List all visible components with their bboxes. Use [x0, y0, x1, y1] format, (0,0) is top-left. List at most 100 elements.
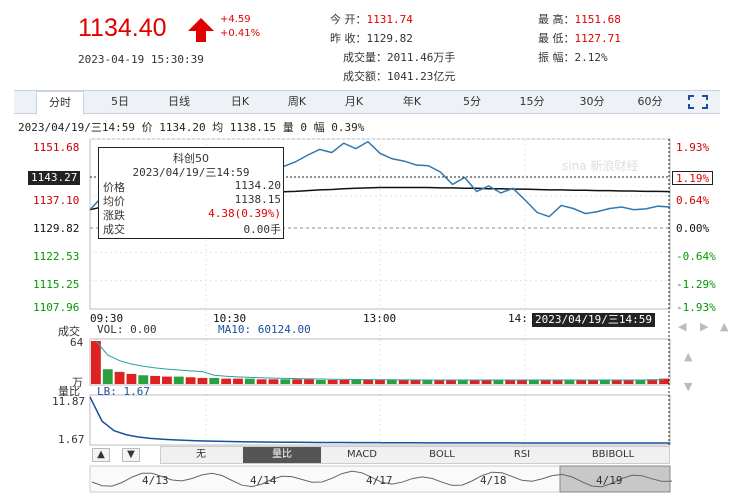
volume-bar [304, 379, 314, 384]
volume-bar [221, 378, 232, 384]
volume-bar [647, 379, 658, 384]
indicator-up-button[interactable]: ▲ [92, 448, 110, 462]
indicator-down-button[interactable]: ▼ [122, 448, 140, 462]
ratio-bottom-tick: 1.67 [58, 433, 85, 446]
nav-date-0: 4/13 [142, 474, 169, 487]
ratio-panel-frame [89, 394, 671, 446]
tooltip-row-change: 涨跌 4.38(0.39%) [103, 207, 281, 222]
volume-bar [315, 379, 326, 384]
volume-bar [162, 376, 172, 384]
volume-value-text: VOL: 0.00 [97, 323, 157, 336]
tab-5min[interactable]: 5分 [463, 95, 481, 108]
volume-bars [91, 341, 669, 384]
y-tick-right-6: -1.29% [676, 278, 716, 291]
tab-monthly-k[interactable]: 月K [344, 95, 364, 108]
tab-60min[interactable]: 60分 [637, 95, 663, 108]
volume-ma-text: MA10: 60124.00 [218, 323, 311, 336]
tab-daily-line[interactable]: 日线 [168, 95, 190, 108]
indicator-boll[interactable]: BOLL [429, 449, 455, 460]
volume-bar [564, 379, 575, 384]
crosshair-pct-label: 1.19% [672, 171, 714, 185]
volume-bar [256, 379, 267, 384]
volume-bar [599, 379, 610, 384]
tab-30min[interactable]: 30分 [579, 95, 605, 108]
volume-bar [446, 379, 456, 384]
volume-max-tick: 64 [70, 336, 84, 349]
volume-bar [457, 379, 468, 384]
y-tick-right-7: -1.93% [676, 301, 716, 314]
period-tabs: 分时 5日 日线 日K 周K 月K 年K 5分 15分 30分 60分 [14, 90, 720, 115]
indicator-none[interactable]: 无 [196, 449, 206, 460]
y-tick-left-0: 1151.68 [33, 141, 80, 154]
tab-15min[interactable]: 15分 [519, 95, 545, 108]
crosshair-price-label: 1143.27 [28, 171, 81, 185]
stat-turnover: 成交额：1041.23亿元 [343, 70, 456, 83]
tooltip-row-price: 价格 1134.20 [103, 179, 281, 194]
volume-bar [209, 377, 220, 384]
volume-bar [469, 379, 480, 384]
change-amount: +4.59 [220, 14, 251, 25]
volume-bar [481, 379, 492, 384]
current-price: 1134.40 [78, 14, 167, 42]
scroll-left-icon[interactable]: ◀ [678, 320, 687, 333]
y-tick-left-4: 1129.82 [33, 222, 80, 235]
volume-ma-line [95, 340, 665, 381]
stat-high: 最 高：1151.68 [538, 13, 621, 26]
volume-bar [173, 376, 184, 384]
volume-bar [138, 375, 149, 384]
volume-bar [493, 379, 504, 384]
nav-date-2: 4/17 [366, 474, 393, 487]
scroll-end-icon[interactable]: ▲ [720, 320, 729, 333]
y-tick-left-5: 1122.53 [33, 250, 80, 263]
indicator-volume-ratio[interactable]: 量比 [243, 447, 321, 463]
nav-date-1: 4/14 [250, 474, 277, 487]
volume-bar [114, 371, 125, 384]
tab-yearly-k[interactable]: 年K [402, 95, 422, 108]
date-navigator-line [91, 470, 673, 488]
indicator-rsi[interactable]: RSI [513, 449, 531, 460]
stat-amplitude: 振 幅：2.12% [538, 51, 608, 64]
y-tick-right-3: 0.64% [676, 194, 710, 207]
volume-bar [386, 379, 397, 384]
y-tick-right-0: 1.93% [676, 141, 710, 154]
indicator-macd[interactable]: MACD [347, 449, 377, 460]
volume-bar [505, 379, 516, 384]
volume-bar [102, 369, 113, 384]
y-tick-right-4: 0.00% [676, 222, 710, 235]
volume-bar [327, 379, 338, 384]
volume-bar [588, 379, 598, 384]
fullscreen-icon[interactable] [687, 94, 709, 110]
volume-bar [126, 373, 137, 384]
volume-bar [233, 378, 243, 384]
volume-bar [528, 379, 539, 384]
volume-bar [280, 379, 291, 384]
nav-date-4: 4/19 [596, 474, 623, 487]
scroll-right-icon[interactable]: ▶ [700, 320, 709, 333]
volume-bar [185, 377, 196, 384]
up-arrow-icon [188, 18, 214, 42]
volume-bar [292, 379, 303, 384]
volume-bar [540, 379, 551, 384]
y-tick-left-3: 1137.10 [33, 194, 80, 207]
stat-low: 最 低：1127.71 [538, 32, 621, 45]
volume-unit: 万 [72, 376, 83, 389]
volume-bar [375, 379, 385, 384]
volume-up-icon[interactable]: ▲ [684, 350, 693, 363]
tab-intraday[interactable]: 分时 [36, 91, 84, 115]
tab-daily-k[interactable]: 日K [230, 95, 250, 108]
stat-volume: 成交量：2011.46万手 [343, 51, 456, 64]
indicator-bbiboll[interactable]: BBIBOLL [591, 449, 635, 460]
tab-5day[interactable]: 5日 [111, 95, 129, 108]
volume-ratio-line [89, 396, 670, 444]
quote-datetime: 2023-04-19 15:30:39 [78, 53, 204, 66]
volume-bar [623, 379, 634, 384]
volume-bar [517, 379, 527, 384]
volume-bar [434, 379, 445, 384]
tab-weekly-k[interactable]: 周K [287, 95, 307, 108]
volume-bar [659, 378, 669, 384]
volume-down-icon[interactable]: ▼ [684, 380, 693, 393]
tooltip-row-volume: 成交 0.00手 [103, 223, 281, 236]
y-tick-left-6: 1115.25 [33, 278, 80, 291]
volume-bar [611, 379, 622, 384]
